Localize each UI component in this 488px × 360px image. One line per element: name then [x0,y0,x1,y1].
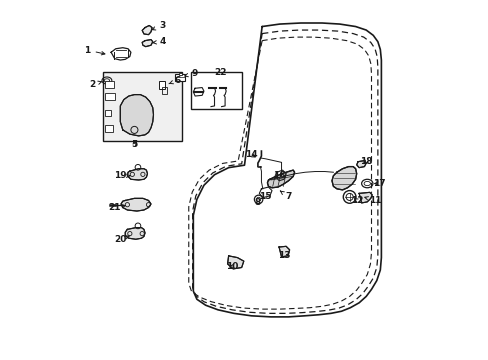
Polygon shape [127,169,147,180]
Bar [190,72,242,109]
Polygon shape [227,256,244,269]
Text: 8: 8 [254,198,261,207]
Polygon shape [121,198,151,211]
Polygon shape [142,40,152,47]
Text: 4: 4 [153,37,165,46]
Text: 21: 21 [108,203,125,212]
Polygon shape [120,95,153,136]
Text: 9: 9 [184,69,197,78]
Text: 20: 20 [114,235,129,244]
Bar [159,81,165,89]
Text: 10: 10 [225,262,238,271]
Polygon shape [125,228,145,239]
Text: 11: 11 [364,196,381,205]
Polygon shape [142,26,152,35]
Text: 13: 13 [277,251,290,260]
Bar [161,86,166,94]
Bar [174,74,184,81]
Text: 22: 22 [214,68,226,77]
Bar [179,73,182,75]
Text: 19: 19 [114,171,130,180]
Bar [105,81,114,87]
Text: 16: 16 [273,171,285,180]
Text: 5: 5 [131,140,137,149]
Bar [105,125,113,132]
Text: 1: 1 [84,46,105,55]
Polygon shape [356,161,366,168]
Polygon shape [279,246,289,257]
Text: 18: 18 [359,157,372,166]
Polygon shape [267,170,294,188]
Text: 15: 15 [258,193,271,202]
Polygon shape [331,167,356,190]
Text: 7: 7 [280,191,291,202]
Bar [105,93,115,100]
Polygon shape [358,192,371,203]
Text: 3: 3 [152,21,165,30]
Text: 14: 14 [244,150,257,159]
Text: 2: 2 [89,80,102,89]
Text: 12: 12 [350,196,363,205]
Text: 6: 6 [169,76,180,85]
Bar [102,72,182,141]
Text: 17: 17 [372,179,385,188]
Bar [105,110,111,117]
